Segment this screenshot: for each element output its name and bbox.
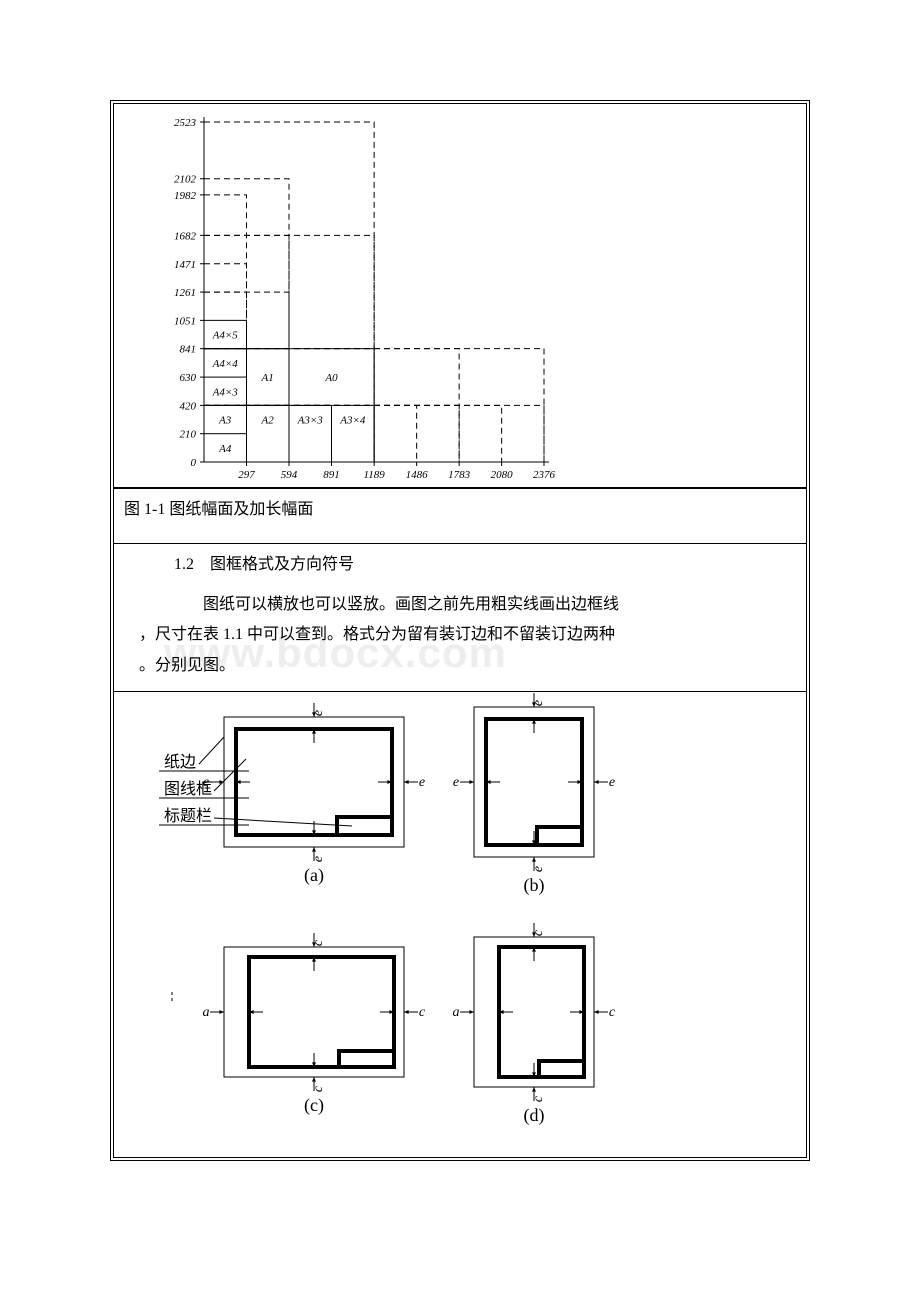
svg-text:841: 841 [180, 344, 197, 356]
svg-text:A4: A4 [218, 443, 232, 455]
svg-text:0: 0 [191, 457, 197, 469]
svg-text:e: e [609, 775, 615, 790]
svg-text:A4×5: A4×5 [212, 330, 239, 342]
svg-text:2102: 2102 [174, 174, 197, 186]
svg-text:594: 594 [281, 469, 298, 481]
figure-1-chart: A4 A3 A4×3 A4×4 A4×5 A2 A1 A3×3 A3×4 A0 0 210 420 630… [114, 112, 674, 482]
page-frame: A4 A3 A4×3 A4×4 A4×5 A2 A1 A3×3 A3×4 A0 0 210 420 630… [110, 100, 810, 1161]
svg-text:2523: 2523 [174, 117, 197, 129]
svg-text:e: e [419, 775, 425, 790]
para-rest1: ，尺寸在表 1.1 中可以查到。格式分为留有装订边和不留装订边两种 [139, 626, 615, 643]
svg-text:c: c [311, 939, 326, 946]
para-rest2: 。分别见图。 [139, 657, 235, 674]
page-inner-frame: A4 A3 A4×3 A4×4 A4×5 A2 A1 A3×3 A3×4 A0 0 210 420 630… [113, 103, 807, 1158]
svg-text:A4×4: A4×4 [212, 358, 239, 370]
svg-text:A3: A3 [218, 415, 232, 427]
svg-text:e: e [531, 866, 546, 872]
svg-text:1471: 1471 [174, 259, 196, 271]
section-body: www.bdocx.com 图纸可以横放也可以竖放。画图之前先用粗实线画出边框线… [114, 580, 806, 691]
svg-text:1051: 1051 [174, 315, 196, 327]
figure-2-block: eeee(a)eeee(b)纸边图线框标题栏ccac(c)ccac(d) [114, 691, 806, 1157]
svg-text:e: e [453, 775, 459, 790]
svg-text:a: a [453, 1005, 460, 1020]
svg-text:c: c [609, 1005, 616, 1020]
svg-text:a: a [203, 1005, 210, 1020]
svg-text:630: 630 [180, 372, 197, 384]
svg-text:1682: 1682 [174, 230, 197, 242]
svg-text:1982: 1982 [174, 190, 197, 202]
svg-text:A4×3: A4×3 [212, 386, 239, 398]
svg-text:e: e [531, 700, 546, 706]
svg-text:图线框: 图线框 [164, 780, 212, 798]
svg-text:A2: A2 [261, 415, 275, 427]
svg-text:标题栏: 标题栏 [164, 807, 212, 825]
svg-text:A3×3: A3×3 [297, 415, 324, 427]
section-heading-text: 1.2 图框格式及方向符号 [174, 556, 354, 573]
svg-text:A1: A1 [261, 372, 274, 384]
svg-text:e: e [311, 856, 326, 862]
svg-text:420: 420 [180, 400, 197, 412]
svg-text:1189: 1189 [364, 469, 386, 481]
svg-text:c: c [311, 1085, 326, 1092]
svg-text:210: 210 [180, 429, 197, 441]
svg-text:纸边: 纸边 [164, 753, 196, 771]
svg-text:(c): (c) [304, 1095, 324, 1116]
svg-text:A3×4: A3×4 [339, 415, 366, 427]
svg-text:c: c [419, 1005, 426, 1020]
svg-text:e: e [311, 710, 326, 716]
figure-1-block: A4 A3 A4×3 A4×4 A4×5 A2 A1 A3×3 A3×4 A0 0 210 420 630… [114, 104, 806, 488]
spacer [114, 525, 806, 544]
svg-text:c: c [531, 929, 546, 936]
figure-2-diagrams: eeee(a)eeee(b)纸边图线框标题栏ccac(c)ccac(d) [114, 692, 674, 1152]
svg-text:(b): (b) [524, 875, 545, 896]
section-heading: 1.2 图框格式及方向符号 [114, 544, 806, 580]
svg-text:297: 297 [238, 469, 255, 481]
para-lead: 图纸可以横放也可以竖放。画图之前先用粗实线画出边框线 [171, 596, 619, 613]
svg-text:c: c [531, 1095, 546, 1102]
svg-text:1783: 1783 [448, 469, 471, 481]
figure-1-caption: 图 1-1 图纸幅面及加长幅面 [114, 488, 806, 525]
svg-text:2080: 2080 [491, 469, 513, 481]
figure-1-caption-text: 图 1-1 图纸幅面及加长幅面 [124, 501, 313, 518]
svg-text:1486: 1486 [406, 469, 429, 481]
svg-text:(d): (d) [524, 1105, 545, 1126]
svg-text:2376: 2376 [533, 469, 556, 481]
svg-text:891: 891 [323, 469, 340, 481]
page-content: A4 A3 A4×3 A4×4 A4×5 A2 A1 A3×3 A3×4 A0 0 210 420 630… [114, 104, 806, 1157]
svg-text:A0: A0 [324, 372, 338, 384]
svg-text:(a): (a) [304, 865, 324, 886]
svg-text:1261: 1261 [174, 287, 196, 299]
